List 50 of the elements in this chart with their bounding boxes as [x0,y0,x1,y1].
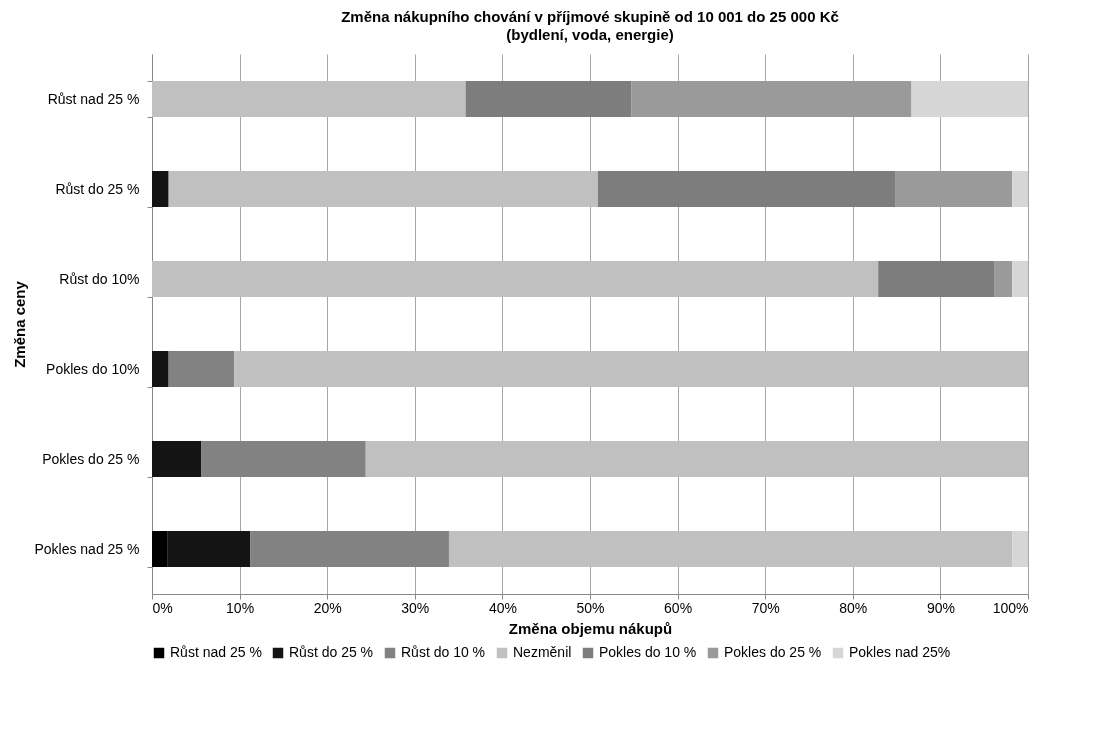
x-tick-label: 20% [313,599,342,616]
bar [878,261,995,297]
bar [152,351,169,387]
x-tick-label: 0% [152,599,173,616]
x-tick-label: 50% [576,599,605,616]
legend-label: Růst do 10 % [401,644,486,660]
bar [365,441,1028,477]
legend-label: Růst nad 25 % [170,644,262,660]
x-tick-label: 90% [926,599,955,616]
legend-label: Pokles nad 25% [849,644,951,660]
bar [152,261,879,297]
y-axis-title: Změna ceny [11,280,29,368]
bar [911,81,1028,117]
y-tick-label: Růst do 25 % [55,180,140,197]
bar [152,81,466,117]
x-axis-title: Změna objemu nákupů [508,619,673,637]
y-tick-label: Pokles do 10% [46,360,140,377]
bar [994,261,1013,297]
bar [168,351,235,387]
bar [152,441,202,477]
legend-label: Pokles do 25 % [724,644,822,660]
bar [1012,171,1028,207]
bar [448,531,1013,567]
legend-label: Nezměnil [513,644,572,660]
y-tick-label: Pokles do 25 % [42,450,140,467]
x-tick-label: 80% [839,599,868,616]
x-tick-label: 40% [488,599,517,616]
bar [152,531,168,567]
bar [167,531,251,567]
chart-subtitle: (bydlení, voda, energie) [506,26,674,43]
x-tick-label: 30% [401,599,430,616]
bar [250,531,449,567]
bar [465,81,632,117]
y-tick-label: Růst nad 25 % [47,90,140,107]
legend-label: Pokles do 10 % [599,644,697,660]
y-tick-label: Pokles nad 25 % [34,540,140,557]
x-tick-label: 100% [992,599,1029,616]
bar [152,171,169,207]
x-tick-label: 60% [664,599,693,616]
x-tick-label: 70% [751,599,780,616]
bar [201,441,366,477]
chart-title: Změna nákupního chování v příjmové skupině od 10 001 do 25 000 Kč [341,8,839,25]
x-tick-label: 10% [226,599,255,616]
bar [1012,261,1028,297]
bar [168,171,598,207]
bar [1012,531,1028,567]
bar [234,351,1028,387]
legend-label: Růst do 25 % [289,644,374,660]
y-tick-label: Růst do 10% [59,270,140,287]
bar [597,171,896,207]
